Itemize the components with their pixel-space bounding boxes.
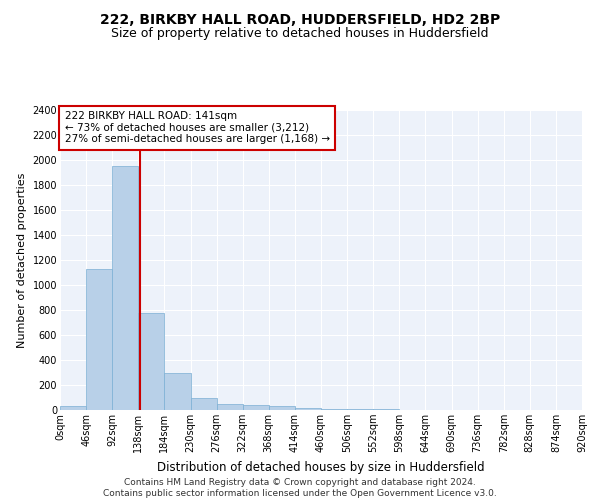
X-axis label: Distribution of detached houses by size in Huddersfield: Distribution of detached houses by size … (157, 460, 485, 473)
Bar (243, 405, 269, 410)
Bar (139, 313, 164, 410)
Text: 222 BIRKBY HALL ROAD: 141sqm
← 73% of detached houses are smaller (3,212)
27% of: 222 BIRKBY HALL ROAD: 141sqm ← 73% of de… (65, 112, 329, 144)
Text: Contains HM Land Registry data © Crown copyright and database right 2024.
Contai: Contains HM Land Registry data © Crown c… (103, 478, 497, 498)
Y-axis label: Number of detached properties: Number of detached properties (17, 172, 27, 348)
Bar (217, 404, 243, 410)
Bar (191, 398, 217, 410)
Bar (269, 406, 295, 410)
Bar (295, 408, 321, 410)
Bar (112, 166, 139, 410)
Bar (321, 409, 347, 410)
Bar (164, 372, 191, 410)
Text: 222, BIRKBY HALL ROAD, HUDDERSFIELD, HD2 2BP: 222, BIRKBY HALL ROAD, HUDDERSFIELD, HD2… (100, 12, 500, 26)
Text: Size of property relative to detached houses in Huddersfield: Size of property relative to detached ho… (111, 28, 489, 40)
Bar (86, 269, 112, 410)
Bar (60, 406, 86, 410)
